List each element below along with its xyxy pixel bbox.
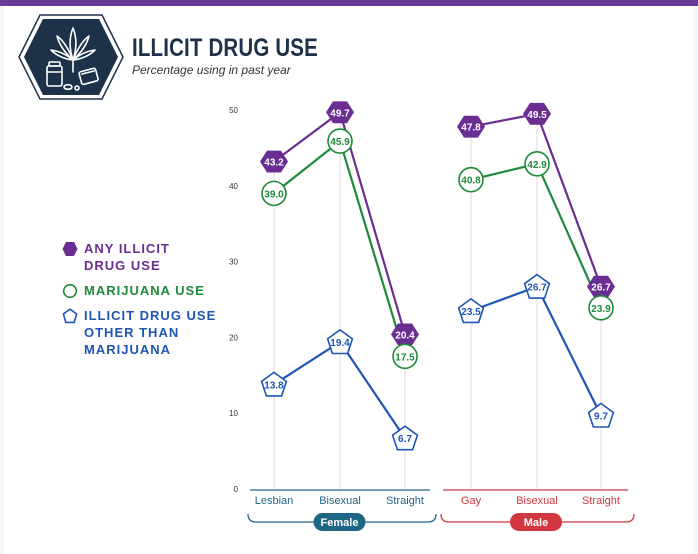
legend-label-line: MARIJUANA USE — [84, 283, 205, 298]
cannabis-pills-logo-icon — [18, 14, 124, 100]
data-label: 42.9 — [527, 160, 547, 171]
category-label: Bisexual — [516, 495, 558, 507]
data-marker-hexagon — [587, 275, 615, 298]
data-label: 40.8 — [461, 176, 481, 187]
data-marker-pentagon — [260, 371, 288, 397]
legend-item-any-illicit: ANY ILLICIT DRUG USE — [62, 240, 216, 274]
data-label: 49.5 — [527, 110, 547, 121]
data-marker-circle — [261, 180, 287, 207]
legend-label-line: DRUG USE — [84, 258, 161, 273]
category-label: Straight — [582, 495, 620, 507]
legend-label-line: ANY ILLICIT — [84, 241, 170, 256]
data-marker-pentagon — [391, 425, 419, 451]
y-tick-label: 30 — [229, 258, 238, 267]
group-pill — [510, 513, 562, 531]
data-label: 19.4 — [330, 338, 350, 349]
data-marker-pentagon — [326, 328, 354, 355]
data-marker-circle — [458, 166, 484, 193]
y-tick-label: 50 — [229, 106, 238, 115]
legend-label-line: MARIJUANA — [84, 342, 171, 357]
data-marker-pentagon — [587, 402, 615, 428]
data-label: 23.5 — [461, 307, 481, 318]
data-label: 9.7 — [594, 411, 608, 422]
data-marker-circle — [392, 343, 418, 370]
page-title: ILLICIT DRUG USE — [132, 34, 318, 62]
data-label: 26.7 — [527, 283, 547, 294]
data-label: 13.8 — [264, 380, 284, 391]
data-marker-pentagon — [523, 273, 551, 299]
data-marker-circle — [588, 295, 614, 321]
data-label: 43.2 — [264, 158, 284, 169]
data-label: 23.9 — [591, 304, 611, 315]
green-circle-icon — [62, 283, 78, 299]
data-label: 17.5 — [395, 352, 415, 363]
legend-item-marijuana: MARIJUANA USE — [62, 282, 216, 299]
data-marker-hexagon — [326, 101, 354, 124]
blue-pentagon-icon — [62, 308, 78, 324]
legend-label-line: ILLICIT DRUG USE — [84, 308, 217, 323]
chart-legend: ANY ILLICIT DRUG USE MARIJUANA USE ILLIC… — [62, 240, 216, 366]
data-label: 6.7 — [398, 434, 412, 445]
data-label: 47.8 — [461, 123, 481, 134]
data-marker-circle — [327, 128, 353, 154]
data-marker-hexagon — [391, 323, 419, 346]
series-line — [470, 285, 602, 416]
data-label: 39.0 — [264, 189, 284, 200]
y-tick-label: 10 — [229, 409, 238, 418]
category-label: Gay — [461, 495, 482, 507]
data-marker-hexagon — [260, 150, 288, 173]
y-tick-label: 20 — [229, 333, 238, 342]
infographic-panel — [4, 6, 694, 554]
data-label: 20.4 — [395, 330, 415, 341]
legend-label-line: OTHER THAN — [84, 325, 180, 340]
purple-hexagon-icon — [62, 242, 78, 256]
data-marker-hexagon — [457, 115, 485, 138]
page-subtitle: Percentage using in past year — [132, 63, 291, 77]
y-tick-label: 0 — [234, 485, 239, 494]
category-label: Bisexual — [319, 495, 361, 507]
data-label: 49.7 — [330, 108, 350, 119]
category-label: Lesbian — [255, 495, 294, 507]
series-line — [470, 112, 603, 287]
data-label: 26.7 — [591, 283, 611, 294]
data-marker-circle — [524, 151, 550, 177]
y-tick-label: 40 — [229, 182, 238, 191]
data-marker-pentagon — [457, 297, 485, 324]
legend-item-other-illicit: ILLICIT DRUG USE OTHER THAN MARIJUANA — [62, 307, 216, 358]
top-accent-bar — [0, 0, 698, 6]
group-label: Female — [321, 517, 359, 529]
category-label: Straight — [386, 495, 424, 507]
group-label: Male — [524, 517, 548, 529]
data-marker-hexagon — [523, 102, 551, 125]
group-pill — [313, 513, 366, 531]
data-label: 45.9 — [330, 137, 350, 148]
